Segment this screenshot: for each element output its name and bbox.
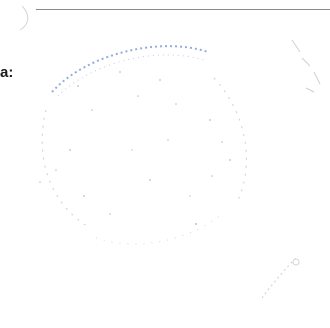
seal-arc-outer [51, 45, 209, 93]
right-margin-marks [291, 39, 321, 93]
seal-ring-bottom [95, 213, 223, 245]
field-label: a: [0, 64, 14, 81]
seal-speckles [39, 71, 231, 225]
bottom-right-scribble [261, 255, 299, 299]
seal-ring-left [41, 109, 91, 229]
seal-ring-right [213, 77, 247, 201]
header-rule-line [36, 9, 330, 10]
bottom-right-dot [292, 258, 300, 266]
corner-mark [19, 5, 29, 31]
seal-arc-inner [57, 54, 205, 97]
